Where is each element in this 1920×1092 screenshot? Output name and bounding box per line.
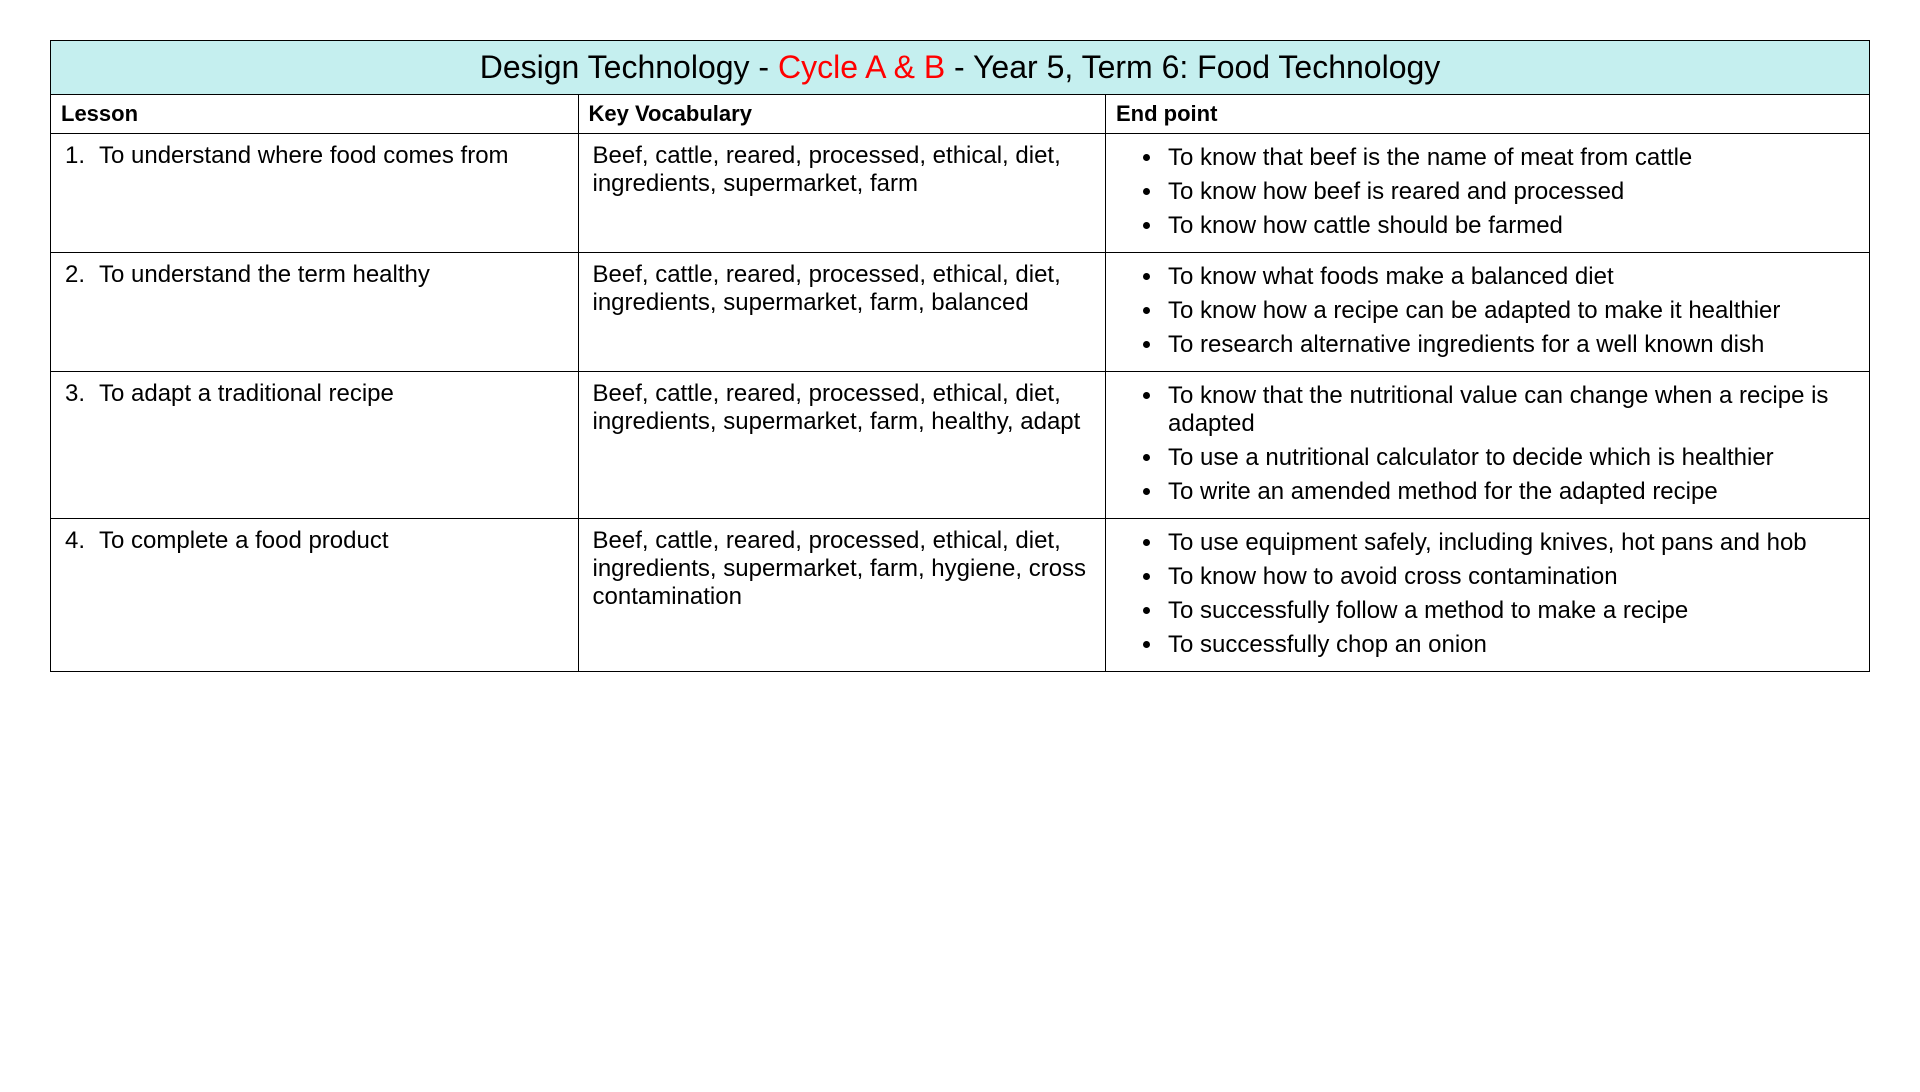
vocab-cell: Beef, cattle, reared, processed, ethical… [578, 372, 1106, 519]
title-prefix: Design Technology - [480, 49, 778, 85]
endpoint-cell: To know that beef is the name of meat fr… [1106, 134, 1870, 253]
endpoint-item: To know that the nutritional value can c… [1164, 380, 1855, 442]
endpoint-item: To know how beef is reared and processed [1164, 176, 1855, 210]
endpoint-item: To know that beef is the name of meat fr… [1164, 142, 1855, 176]
endpoint-item: To know how a recipe can be adapted to m… [1164, 295, 1855, 329]
lesson-text: To understand the term healthy [99, 261, 564, 289]
endpoint-list: To use equipment safely, including knive… [1120, 527, 1855, 663]
header-row: Lesson Key Vocabulary End point [51, 95, 1870, 134]
endpoint-item: To successfully chop an onion [1164, 629, 1855, 663]
table-row: 4.To complete a food productBeef, cattle… [51, 519, 1870, 672]
table-row: 3.To adapt a traditional recipeBeef, cat… [51, 372, 1870, 519]
endpoint-item: To successfully follow a method to make … [1164, 595, 1855, 629]
lesson-number: 2. [65, 261, 99, 289]
header-vocab: Key Vocabulary [578, 95, 1106, 134]
lesson-text: To understand where food comes from [99, 142, 564, 170]
table-title: Design Technology - Cycle A & B - Year 5… [51, 41, 1870, 95]
vocab-cell: Beef, cattle, reared, processed, ethical… [578, 134, 1106, 253]
endpoint-item: To use equipment safely, including knive… [1164, 527, 1855, 561]
table-row: 1.To understand where food comes fromBee… [51, 134, 1870, 253]
lesson-number: 3. [65, 380, 99, 408]
lesson-number: 1. [65, 142, 99, 170]
endpoint-item: To use a nutritional calculator to decid… [1164, 442, 1855, 476]
lesson-text: To complete a food product [99, 527, 564, 555]
title-suffix: - Year 5, Term 6: Food Technology [945, 49, 1440, 85]
lesson-cell: 2.To understand the term healthy [51, 253, 579, 372]
title-row: Design Technology - Cycle A & B - Year 5… [51, 41, 1870, 95]
lesson-cell: 1.To understand where food comes from [51, 134, 579, 253]
title-cycle: Cycle A & B [778, 49, 945, 85]
header-endpoint: End point [1106, 95, 1870, 134]
lesson-cell: 4.To complete a food product [51, 519, 579, 672]
endpoint-list: To know that the nutritional value can c… [1120, 380, 1855, 510]
endpoint-list: To know that beef is the name of meat fr… [1120, 142, 1855, 244]
endpoint-list: To know what foods make a balanced dietT… [1120, 261, 1855, 363]
endpoint-item: To know what foods make a balanced diet [1164, 261, 1855, 295]
endpoint-item: To research alternative ingredients for … [1164, 329, 1855, 363]
endpoint-item: To know how cattle should be farmed [1164, 210, 1855, 244]
lesson-text: To adapt a traditional recipe [99, 380, 564, 408]
endpoint-cell: To know what foods make a balanced dietT… [1106, 253, 1870, 372]
endpoint-cell: To know that the nutritional value can c… [1106, 372, 1870, 519]
curriculum-table: Design Technology - Cycle A & B - Year 5… [50, 40, 1870, 672]
lesson-cell: 3.To adapt a traditional recipe [51, 372, 579, 519]
lesson-number: 4. [65, 527, 99, 555]
vocab-cell: Beef, cattle, reared, processed, ethical… [578, 253, 1106, 372]
header-lesson: Lesson [51, 95, 579, 134]
endpoint-cell: To use equipment safely, including knive… [1106, 519, 1870, 672]
endpoint-item: To write an amended method for the adapt… [1164, 476, 1855, 510]
vocab-cell: Beef, cattle, reared, processed, ethical… [578, 519, 1106, 672]
table-row: 2.To understand the term healthyBeef, ca… [51, 253, 1870, 372]
endpoint-item: To know how to avoid cross contamination [1164, 561, 1855, 595]
